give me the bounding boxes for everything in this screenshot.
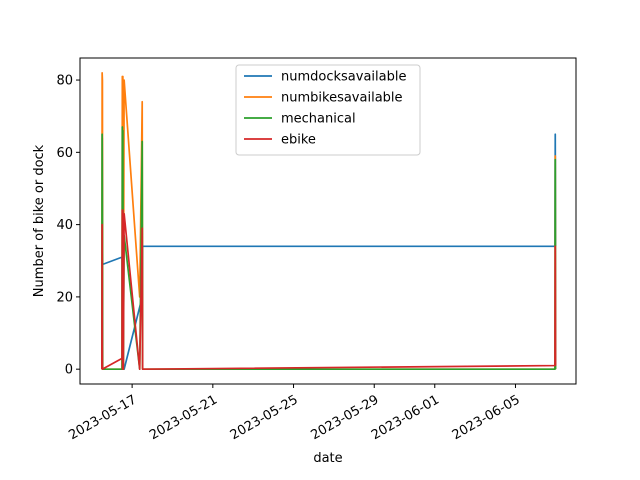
legend-label-ebike: ebike (281, 133, 316, 148)
plot-frame (79, 57, 577, 385)
legend-box (235, 64, 421, 156)
y-axis-ticks: 0 20 40 60 80 (56, 74, 80, 378)
y-tick-label: 60 (56, 146, 73, 161)
legend: numdocksavailable numbikesavailable mechan… (235, 64, 421, 156)
legend-label-numdocksavailable: numdocksavailable (281, 70, 406, 85)
y-axis-label: Number of bike or dock (32, 144, 47, 297)
legend-label-numbikesavailable: numbikesavailable (281, 91, 403, 106)
legend-label-mechanical: mechanical (281, 112, 356, 127)
y-tick-label: 0 (65, 363, 73, 378)
y-tick-label: 80 (56, 74, 73, 89)
y-tick-label: 20 (56, 290, 73, 305)
y-tick-label: 40 (56, 218, 73, 233)
series-line-ebike (101, 209, 557, 371)
x-axis-label: date (313, 451, 342, 466)
plot-lines (101, 71, 557, 371)
